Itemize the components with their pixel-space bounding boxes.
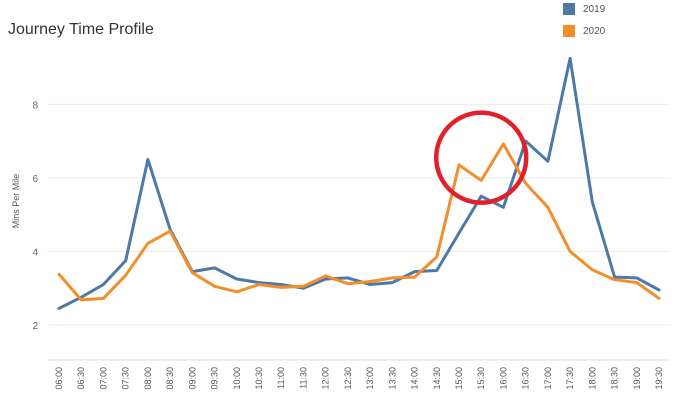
legend-swatch-2019 [563,3,575,15]
y-grid [47,103,670,326]
x-tick-label-14-00: 14:00 [410,367,420,390]
y-tick-label-6: 6 [32,174,38,185]
y-axis-label: Mins Per Mile [11,174,21,229]
legend: 2019 2020 [563,2,673,46]
series-line-2020 [57,142,661,302]
x-tick-label-06-30: 06:30 [76,367,86,390]
x-tick-label-11-00: 11:00 [276,367,286,389]
x-tick-label-12-30: 12:30 [343,367,353,390]
annotation-circle-0 [433,110,529,205]
x-tick-label-10-00: 10:00 [232,367,242,390]
x-tick-label-18-30: 18:30 [610,367,620,390]
x-tick-label-07-30: 07:30 [121,367,131,390]
x-tick-label-09-00: 09:00 [187,367,197,390]
legend-item-2019[interactable]: 2019 [563,2,673,16]
x-tick-label-18-00: 18:00 [587,367,597,390]
legend-item-2020[interactable]: 2020 [563,24,673,38]
x-tick-label-16-00: 16:00 [498,367,508,390]
x-tick-label-06-00: 06:00 [54,367,64,390]
x-tick-label-13-30: 13:30 [387,367,397,390]
x-tick-label-13-00: 13:00 [365,367,375,390]
x-tick-label-16-30: 16:30 [521,367,531,390]
y-tick-label-2: 2 [32,321,38,332]
x-tick-label-17-30: 17:30 [565,367,575,390]
x-tick-label-12-00: 12:00 [321,367,331,390]
x-tick-label-10-30: 10:30 [254,367,264,390]
x-tick-label-07-00: 07:00 [98,367,108,390]
x-tick-label-19-30: 19:30 [654,367,664,390]
x-tick-label-11-30: 11:30 [298,367,308,389]
x-tick-label-19-00: 19:00 [632,367,642,390]
legend-swatch-2020 [563,25,575,37]
legend-label-2020: 2020 [583,25,606,37]
x-tick-label-08-30: 08:30 [165,367,175,390]
y-tick-label-4: 4 [32,247,38,258]
x-tick-label-08-00: 08:00 [143,367,153,390]
x-tick-label-14-30: 14:30 [432,367,442,390]
y-tick-label-8: 8 [32,100,38,111]
x-tick-label-15-00: 15:00 [454,367,464,390]
x-tick-label-15-30: 15:30 [476,367,486,390]
x-tick-label-17-00: 17:00 [543,367,553,390]
chart-title: Journey Time Profile [8,21,154,38]
x-tick-label-09-30: 09:30 [210,367,220,390]
legend-label-2019: 2019 [583,3,606,15]
series-line-2019 [57,56,661,310]
